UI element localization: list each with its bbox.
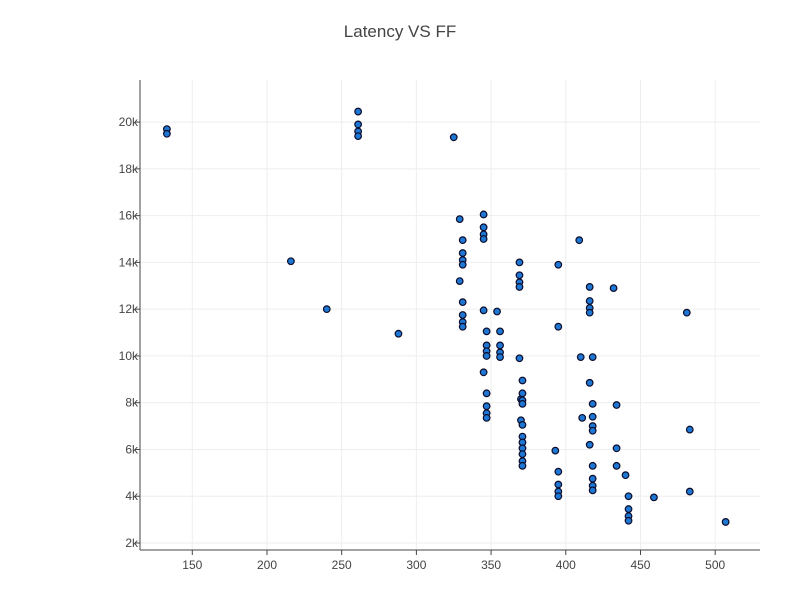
- data-point[interactable]: [394, 329, 403, 338]
- data-point[interactable]: [482, 413, 491, 422]
- data-point[interactable]: [551, 446, 560, 455]
- data-point[interactable]: [609, 284, 618, 293]
- data-point[interactable]: [585, 308, 594, 317]
- data-point[interactable]: [455, 277, 464, 285]
- data-point[interactable]: [588, 461, 597, 470]
- data-point[interactable]: [554, 260, 563, 269]
- data-point[interactable]: [515, 283, 524, 291]
- y-tick-label: 6k: [125, 442, 139, 456]
- data-point[interactable]: [515, 354, 524, 363]
- y-tick-label: 14k: [119, 255, 139, 269]
- data-point[interactable]: [588, 399, 597, 408]
- data-point[interactable]: [554, 492, 563, 501]
- x-tick-label: 250: [332, 558, 352, 572]
- data-point[interactable]: [354, 120, 363, 129]
- data-point[interactable]: [479, 210, 488, 219]
- data-point[interactable]: [354, 107, 363, 116]
- data-point[interactable]: [588, 353, 597, 361]
- data-point[interactable]: [578, 413, 587, 422]
- y-tick-label: 4k: [125, 489, 139, 503]
- data-point[interactable]: [585, 283, 594, 291]
- y-tick-label: 18k: [119, 162, 139, 176]
- data-point[interactable]: [650, 493, 658, 502]
- y-tick-label: 10k: [119, 349, 139, 363]
- data-point[interactable]: [554, 322, 563, 331]
- y-tick-label: 12k: [119, 302, 139, 316]
- data-point[interactable]: [322, 305, 331, 314]
- data-point[interactable]: [576, 353, 585, 361]
- data-point[interactable]: [721, 518, 730, 526]
- data-point[interactable]: [458, 249, 467, 257]
- data-point[interactable]: [588, 474, 597, 483]
- data-point[interactable]: [458, 311, 467, 319]
- data-point[interactable]: [496, 341, 504, 350]
- data-point[interactable]: [458, 236, 467, 245]
- data-point[interactable]: [518, 389, 527, 398]
- x-tick-label: 400: [556, 558, 576, 572]
- data-point[interactable]: [624, 505, 633, 513]
- y-tick-label: 20k: [119, 115, 139, 129]
- data-point[interactable]: [479, 306, 488, 315]
- data-point[interactable]: [162, 129, 171, 138]
- x-tick-label: 350: [481, 558, 501, 572]
- data-point[interactable]: [518, 421, 527, 429]
- data-point[interactable]: [482, 402, 491, 411]
- data-points: [162, 107, 730, 526]
- data-point[interactable]: [518, 376, 527, 385]
- data-point[interactable]: [612, 401, 621, 409]
- y-axis: 2k 4k 6k 8k 10k 12k 14k 16k 18k 20k: [119, 80, 141, 550]
- data-point[interactable]: [554, 480, 563, 489]
- x-tick-label: 200: [257, 558, 277, 572]
- data-point[interactable]: [575, 236, 584, 245]
- data-point[interactable]: [458, 322, 467, 331]
- x-tick-label: 150: [182, 558, 202, 572]
- data-point[interactable]: [496, 327, 504, 336]
- x-axis: 150 200 250 300 350 400 450 500: [140, 549, 760, 572]
- chart-title: Latency VS FF: [343, 22, 457, 41]
- data-point[interactable]: [518, 399, 527, 408]
- data-point[interactable]: [554, 467, 563, 476]
- data-point[interactable]: [612, 444, 621, 453]
- data-point[interactable]: [588, 412, 597, 421]
- data-point[interactable]: [482, 327, 491, 336]
- data-point[interactable]: [354, 132, 363, 141]
- data-point[interactable]: [585, 440, 594, 449]
- grid-lines: [140, 80, 760, 550]
- data-point[interactable]: [682, 308, 691, 317]
- data-point[interactable]: [455, 215, 464, 224]
- data-point[interactable]: [479, 368, 488, 377]
- data-point[interactable]: [624, 516, 633, 525]
- data-point[interactable]: [458, 298, 467, 307]
- y-tick-label: 8k: [125, 396, 139, 410]
- y-tick-label: 2k: [125, 536, 139, 550]
- data-point[interactable]: [458, 260, 467, 269]
- data-point[interactable]: [585, 378, 594, 387]
- data-point[interactable]: [515, 271, 524, 280]
- y-tick-label: 16k: [119, 209, 139, 223]
- data-point[interactable]: [286, 257, 295, 266]
- data-point[interactable]: [496, 353, 504, 361]
- data-point[interactable]: [585, 297, 594, 305]
- x-tick-label: 300: [406, 558, 426, 572]
- data-point[interactable]: [588, 486, 597, 495]
- data-point[interactable]: [518, 461, 527, 470]
- data-point[interactable]: [624, 492, 633, 501]
- data-point[interactable]: [493, 307, 501, 316]
- x-tick-label: 450: [630, 558, 650, 572]
- data-point[interactable]: [479, 223, 488, 232]
- data-point[interactable]: [482, 352, 491, 360]
- x-tick-label: 500: [705, 558, 725, 572]
- data-point[interactable]: [588, 426, 597, 435]
- data-point[interactable]: [685, 487, 694, 496]
- data-point[interactable]: [518, 450, 527, 459]
- data-point[interactable]: [621, 471, 630, 480]
- data-point[interactable]: [449, 133, 458, 142]
- data-point[interactable]: [482, 389, 491, 398]
- data-point[interactable]: [479, 235, 488, 243]
- data-point[interactable]: [685, 425, 694, 434]
- data-point[interactable]: [612, 461, 621, 470]
- data-point[interactable]: [515, 258, 524, 267]
